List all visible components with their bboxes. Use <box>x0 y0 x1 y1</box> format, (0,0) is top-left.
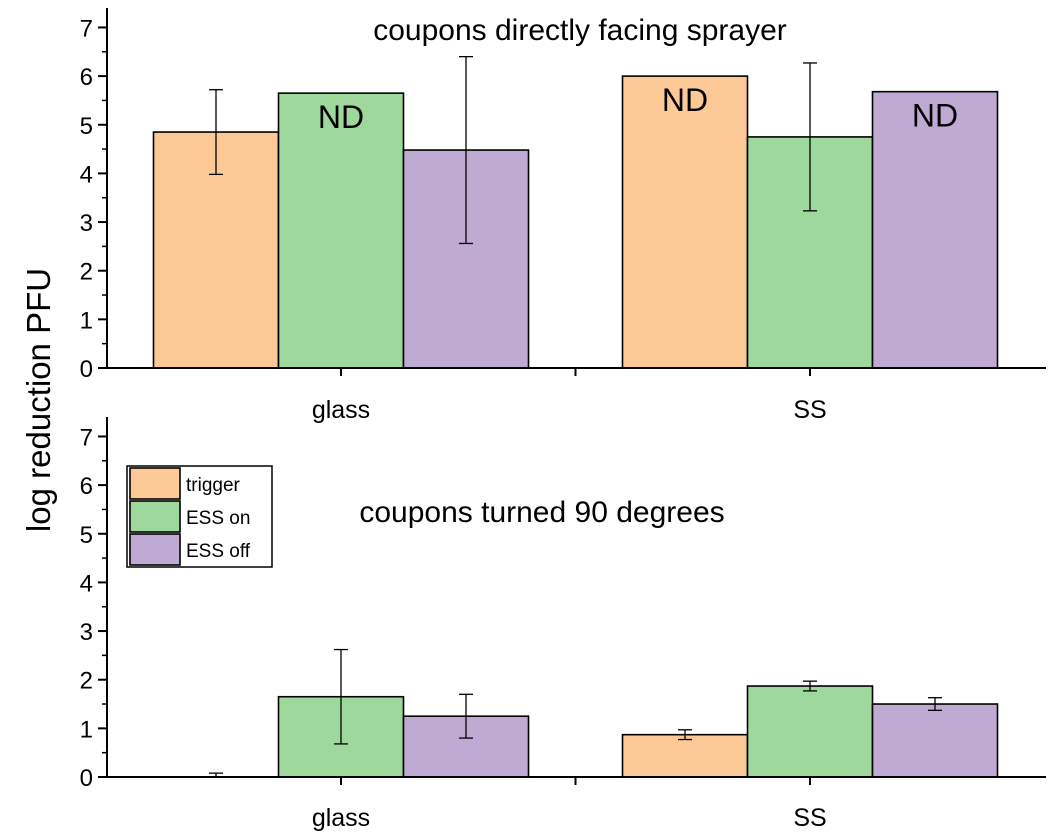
x-tick-label-ss: SS <box>793 396 826 424</box>
bar-trigger-ss <box>621 733 749 778</box>
y-tick-label: 3 <box>80 619 93 646</box>
y-tick-label: 3 <box>80 210 93 237</box>
x-tick-label-ss: SS <box>793 804 826 832</box>
y-axis-label: log reduction PFU <box>20 268 57 532</box>
y-tick-label: 7 <box>80 15 93 42</box>
bar-ess-on-ss <box>746 685 874 778</box>
panel-title: coupons directly facing sprayer <box>373 14 787 47</box>
y-tick-label: 6 <box>80 473 93 500</box>
legend-swatch-ess-off <box>129 533 181 566</box>
y-tick-label: 7 <box>80 424 93 451</box>
bar-trigger-ss <box>621 75 749 369</box>
legend-label: ESS on <box>186 508 250 529</box>
y-tick-label: 0 <box>80 356 93 383</box>
y-tick-label: 5 <box>80 113 93 140</box>
bar-ess-off-ss <box>871 703 999 778</box>
error-bar <box>928 697 942 712</box>
panel-bottom-chart: 0 1 2 3 4 5 6 7 glass SS coupons turned 90 degrees… <box>80 417 1046 832</box>
legend: trigger ESS on ESS off <box>126 465 273 568</box>
legend-swatch-trigger <box>129 467 181 500</box>
error-bar <box>803 62 817 212</box>
y-tick-label: 2 <box>80 668 93 695</box>
error-bar <box>334 648 348 745</box>
y-tick-label: 4 <box>80 570 93 597</box>
legend-label: trigger <box>186 475 241 496</box>
legend-swatch-ess-on <box>129 500 181 533</box>
y-tick-label: 1 <box>80 307 93 334</box>
y-tick-label: 1 <box>80 716 93 743</box>
panel-title: coupons turned 90 degrees <box>359 496 724 529</box>
nd-label: ND <box>318 99 364 135</box>
y-tick-label: 2 <box>80 259 93 286</box>
nd-label: ND <box>662 82 708 118</box>
y-tick-label: 6 <box>80 64 93 91</box>
x-tick-label-glass: glass <box>312 804 370 832</box>
y-tick-label: 0 <box>80 765 93 792</box>
nd-label: ND <box>912 98 958 134</box>
y-tick-label: 4 <box>80 161 93 188</box>
legend-label: ESS off <box>186 541 251 562</box>
panel-top-chart: ND ND ND 0 1 2 3 4 5 6 7 glass SS coupons directly fa… <box>80 8 1046 424</box>
error-bar <box>678 729 692 741</box>
error-bar <box>459 55 473 245</box>
error-bar <box>459 693 473 739</box>
y-tick-label: 5 <box>80 522 93 549</box>
error-bar <box>803 680 817 692</box>
x-tick-label-glass: glass <box>312 396 370 424</box>
error-bar <box>209 89 223 176</box>
bar-ess-on-glass <box>277 92 405 369</box>
